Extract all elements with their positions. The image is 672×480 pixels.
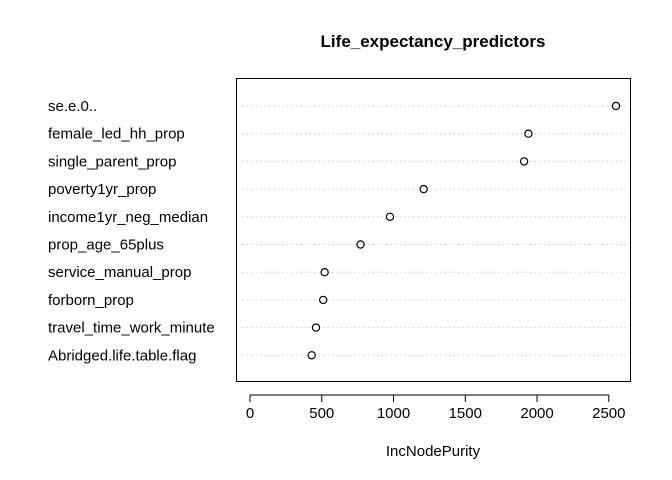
data-point xyxy=(611,101,621,111)
data-points xyxy=(307,101,621,360)
x-tick-label: 1500 xyxy=(449,405,482,422)
category-label: single_parent_prop xyxy=(48,153,176,170)
data-point xyxy=(311,323,321,332)
data-point xyxy=(319,295,328,305)
x-tick-label: 1000 xyxy=(377,405,410,422)
data-point xyxy=(320,268,329,277)
data-point xyxy=(307,351,316,360)
x-tick-label: 0 xyxy=(246,405,254,422)
guide-lines xyxy=(242,105,626,356)
category-label: prop_age_65plus xyxy=(48,237,164,254)
category-label: service_manual_prop xyxy=(48,264,191,281)
category-label: poverty1yr_prop xyxy=(48,181,156,198)
data-point xyxy=(419,184,428,194)
category-label: female_led_hh_prop xyxy=(48,126,185,143)
data-point xyxy=(519,157,529,166)
category-label: travel_time_work_minute xyxy=(48,320,215,337)
x-tick-label: 2500 xyxy=(592,405,625,422)
x-tick-label: 2000 xyxy=(520,405,553,422)
category-label: forborn_prop xyxy=(48,292,134,309)
x-tick-label: 500 xyxy=(309,405,334,422)
category-label: se.e.0.. xyxy=(48,98,97,115)
data-point xyxy=(385,212,395,221)
data-point xyxy=(356,240,365,249)
x-axis-label: IncNodePurity xyxy=(386,443,481,460)
category-labels: se.e.0.. female_led_hh_prop single_parent_… xyxy=(48,98,215,364)
x-axis: 0 500 1000 1500 2000 2500 xyxy=(246,394,626,422)
data-point xyxy=(524,129,533,138)
plot-frame xyxy=(236,78,631,382)
category-label: income1yr_neg_median xyxy=(48,209,208,226)
category-label: Abridged.life.table.flag xyxy=(48,347,196,364)
chart-title: Life_expectancy_predictors xyxy=(321,32,546,51)
